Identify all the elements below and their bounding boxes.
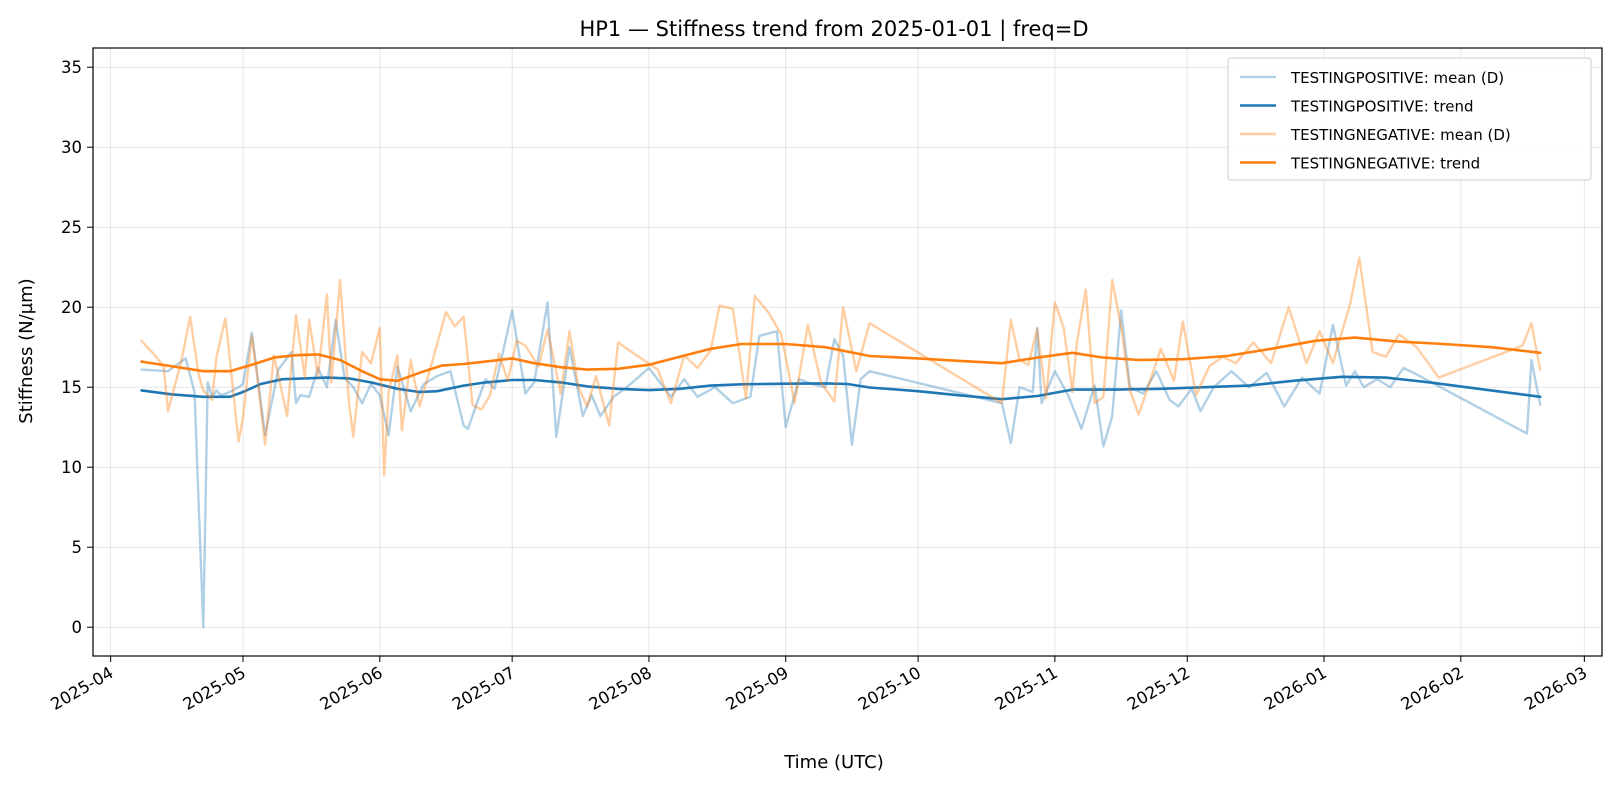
- y-axis-label: Stiffness (N/µm): [16, 278, 37, 423]
- legend-label-4: TESTINGNEGATIVE: trend: [1290, 155, 1480, 173]
- x-tick-label: 2025-05: [180, 663, 249, 714]
- series-line-4: [140, 336, 1542, 383]
- y-tick-label: 30: [61, 138, 82, 157]
- y-tick-label: 25: [61, 218, 82, 237]
- legend-label-1: TESTINGPOSITIVE: mean (D): [1290, 69, 1504, 87]
- x-tick-label: 2025-09: [723, 663, 792, 714]
- legend-box: [1227, 57, 1592, 181]
- x-tick-label: 2026-01: [1261, 663, 1330, 714]
- x-tick-label: 2025-04: [47, 663, 116, 714]
- y-axis-ticks: 0 5 10 15 20 25 30 35: [61, 58, 93, 637]
- x-tick-label: 2025-11: [992, 663, 1061, 714]
- y-tick-label: 15: [61, 378, 82, 397]
- y-tick-label: 5: [72, 538, 83, 557]
- y-tick-label: 0: [72, 618, 83, 637]
- y-tick-label: 10: [61, 458, 82, 477]
- y-tick-label: 35: [61, 58, 82, 77]
- x-tick-label: 2025-10: [855, 663, 924, 714]
- plot-area-frame: [92, 47, 1603, 657]
- x-tick-label: 2026-03: [1521, 663, 1590, 714]
- x-tick-label: 2025-12: [1124, 663, 1193, 714]
- series-line-3: [140, 256, 1542, 477]
- x-axis-label: Time (UTC): [783, 752, 884, 773]
- x-axis-ticks: 2025-04 2025-05 2025-06 2025-07 2025-08 2025-…: [47, 656, 1590, 714]
- series-layer: [140, 256, 1542, 629]
- x-tick-label: 2025-07: [449, 663, 518, 714]
- chart-title: HP1 — Stiffness trend from 2025-01-01 | …: [579, 17, 1088, 42]
- legend-label-2: TESTINGPOSITIVE: trend: [1290, 98, 1474, 116]
- y-tick-label: 20: [61, 298, 82, 317]
- x-tick-label: 2025-06: [317, 663, 386, 714]
- legend-label-3: TESTINGNEGATIVE: mean (D): [1290, 126, 1511, 144]
- x-tick-label: 2025-08: [586, 663, 655, 714]
- chart-legend: TESTINGPOSITIVE: mean (D) TESTINGPOSITIVE…: [1227, 57, 1592, 181]
- x-tick-label: 2026-02: [1398, 663, 1467, 714]
- series-line-2: [140, 375, 1542, 401]
